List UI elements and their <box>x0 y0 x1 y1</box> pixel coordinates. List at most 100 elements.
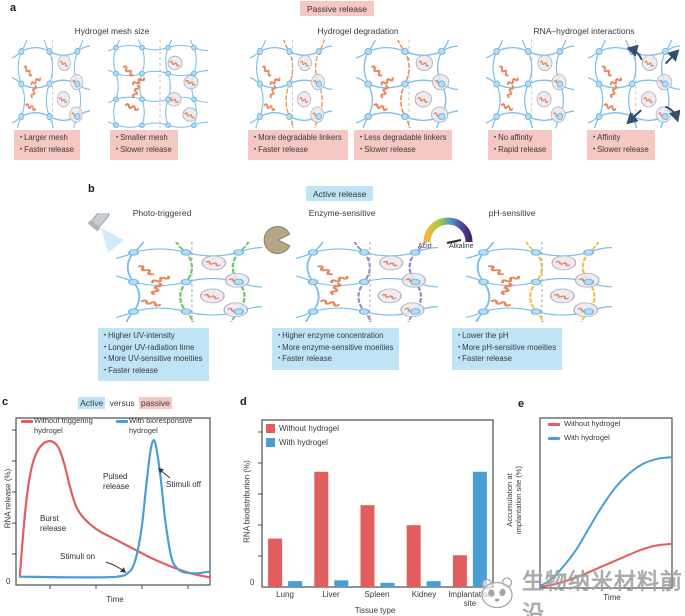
mesh-svg <box>486 40 574 128</box>
legend-label-with-bioresponsive: With bioresponsive hydrogel <box>129 416 193 435</box>
mesh-svg <box>466 242 612 322</box>
note-line: More degradable linkers <box>254 133 342 145</box>
title-passive: passive <box>139 397 172 409</box>
photo-triggered-mesh-illustration <box>116 242 262 322</box>
panda-sketch-logo-icon <box>478 576 518 616</box>
mesh-svg <box>250 40 332 128</box>
uv-lamp-icon <box>86 208 130 257</box>
enzyme-icon <box>262 224 294 256</box>
panel-d-label: d <box>240 396 247 408</box>
gauge-alkaline-label: Alkaline <box>449 243 474 250</box>
panel-c-label: c <box>2 396 9 408</box>
passive-release-badge: Passive release <box>300 1 375 16</box>
note-line: Rapid release <box>494 145 546 157</box>
section-title-enzyme-sensitive: Enzyme-sensitive <box>308 208 376 218</box>
note-line: More enzyme-sensitive moeities <box>278 343 393 355</box>
legend-swatch-without-triggering <box>21 420 33 423</box>
mesh-svg <box>108 40 208 128</box>
chart-e-y-axis-label: Accumulation at implantation site (%) <box>505 466 523 534</box>
legend-label-without-hydrogel-e: Without hydrogel <box>564 419 621 428</box>
legend-label-with-hydrogel-e: With hydrogel <box>564 433 610 442</box>
annotation-stimuli-off: Stimuli off <box>166 480 201 489</box>
legend-label-without-triggering: Without triggering hydrogel <box>34 416 93 435</box>
note-line: No affinity <box>494 133 546 145</box>
chart-c-origin-label: 0 <box>6 577 11 586</box>
legend-swatch-with-hydrogel-e <box>548 437 560 440</box>
note-card-larger-mesh: Larger mesh Faster release <box>14 130 80 160</box>
mesh-svg <box>12 40 90 128</box>
annotation-burst-release: Burst release <box>40 514 67 533</box>
note-card-enzyme-sensitive: Higher enzyme concentration More enzyme-… <box>272 328 400 370</box>
legend-swatch-without-hydrogel-e <box>548 423 560 426</box>
chart-d-y-axis-label: RNA biodistribution (%) <box>242 460 252 543</box>
category-label-liver: Liver <box>322 590 340 599</box>
category-label-spleen: Spleen <box>364 590 390 599</box>
hydrogel-mesh-smaller-illustration <box>108 40 208 128</box>
note-line: Higher enzyme concentration <box>278 331 393 343</box>
note-line: Slower release <box>593 145 649 157</box>
hydrogel-no-affinity-illustration <box>486 40 574 128</box>
category-label-kidney: Kidney <box>411 590 437 599</box>
note-line: Faster release <box>254 145 342 157</box>
chart-e-x-axis-label: Time <box>603 593 621 602</box>
panel-a-label: a <box>10 2 17 14</box>
note-line: Longer UV-radiation time <box>104 343 203 355</box>
legend-swatch-without-hydrogel <box>266 424 275 433</box>
enzyme-sensitive-mesh-illustration <box>296 242 438 322</box>
title-versus: versus <box>107 398 138 408</box>
note-card-smaller-mesh: Smaller mesh Slower release <box>110 130 178 160</box>
ph-gauge-icon <box>420 216 478 246</box>
annotation-stimuli-on: Stimuli on <box>60 552 96 561</box>
mesh-svg <box>588 40 680 128</box>
panel-e-label: e <box>518 398 525 410</box>
hydrogel-less-degradable-illustration <box>356 40 458 128</box>
mesh-svg <box>116 242 262 322</box>
legend-swatch-with-bioresponsive <box>116 420 128 423</box>
note-card-affinity: Affinity Slower release <box>587 130 655 160</box>
note-line: Faster release <box>458 354 556 366</box>
note-line: Smaller mesh <box>116 133 172 145</box>
category-label-implantation-site: Implantation site <box>448 590 492 608</box>
mesh-svg <box>356 40 458 128</box>
hydrogel-affinity-illustration <box>588 40 680 128</box>
note-line: Slower release <box>116 145 172 157</box>
legend-label-without-hydrogel: Without hydrogel <box>279 424 340 433</box>
hydrogel-more-degradable-illustration <box>250 40 332 128</box>
bar-chart-biodistribution <box>258 419 494 588</box>
chart-d-origin-label: 0 <box>250 578 255 587</box>
note-line: Larger mesh <box>20 133 74 145</box>
section-title-interactions: RNA–hydrogel interactions <box>533 26 635 36</box>
chart-c-x-axis-label: Time <box>106 595 124 604</box>
note-card-photo-triggered: Higher UV-intensity Longer UV-radiation … <box>98 328 209 381</box>
mesh-svg <box>296 242 438 322</box>
watermark: 生物纳米材料前沿 <box>478 564 685 616</box>
note-line: Faster release <box>20 145 74 157</box>
gauge-acid-label: Acid <box>418 243 432 250</box>
section-title-mesh-size: Hydrogel mesh size <box>74 26 150 36</box>
note-line: Higher UV-intensity <box>104 331 203 343</box>
note-line: More UV-sensitive moeities <box>104 354 202 366</box>
note-line: Affinity <box>593 133 649 145</box>
legend-swatch-with-hydrogel <box>266 438 275 447</box>
ph-sensitive-mesh-illustration <box>466 242 612 322</box>
hydrogel-mesh-larger-illustration <box>12 40 90 128</box>
watermark-text: 生物纳米材料前沿 <box>522 570 684 616</box>
note-line: Less degradable linkers <box>360 133 446 145</box>
note-line: Slower release <box>360 145 446 157</box>
note-card-ph-sensitive: Lower the pH More pH-sensitive moeities … <box>452 328 563 370</box>
line-chart-accumulation <box>539 417 673 589</box>
note-card-less-degradable: Less degradable linkers Slower release <box>354 130 453 160</box>
note-line: Faster release <box>104 366 203 378</box>
line-chart-active-vs-passive <box>12 417 212 589</box>
title-active: Active <box>78 397 106 409</box>
note-card-more-degradable: More degradable linkers Faster release <box>248 130 348 160</box>
annotation-pulsed-release: Pulsed release <box>103 472 130 491</box>
note-card-no-affinity: No affinity Rapid release <box>488 130 553 160</box>
chart-c-title: Active versus passive <box>55 397 195 409</box>
note-line: Faster release <box>278 354 393 366</box>
section-title-photo-triggered: Photo-triggered <box>132 208 192 218</box>
chart-c-y-axis-label: RNA release (%) <box>3 468 13 529</box>
panel-b-label: b <box>88 183 95 195</box>
section-title-degradation: Hydrogel degradation <box>317 26 399 36</box>
